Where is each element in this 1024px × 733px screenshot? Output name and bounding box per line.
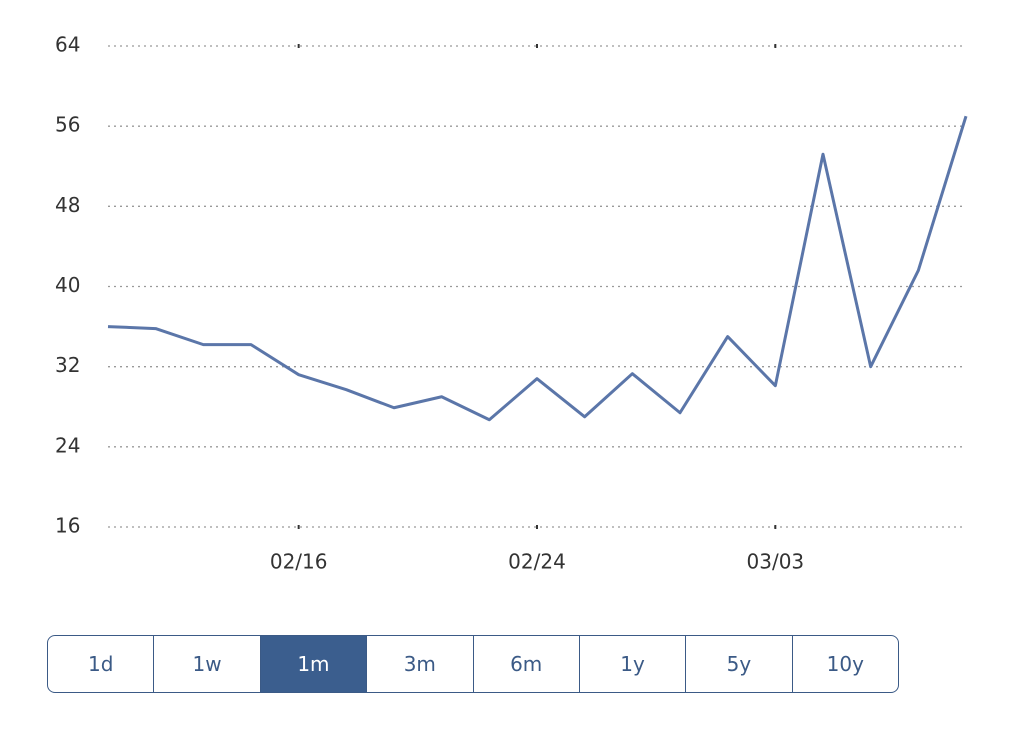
range-button[interactable]: 1m — [259, 636, 367, 692]
y-tick-label: 40 — [55, 273, 80, 297]
x-tick-label: 02/24 — [508, 550, 566, 574]
y-tick-label: 24 — [55, 433, 80, 457]
y-tick-label: 48 — [55, 193, 80, 217]
y-tick-label: 56 — [55, 113, 80, 137]
price-line — [107, 115, 968, 422]
range-button[interactable]: 1d — [87, 652, 114, 676]
range-button[interactable]: 1y — [578, 636, 685, 692]
range-button[interactable]: 10y — [791, 636, 898, 692]
range-selector: 1d 1w 1m 3m 6m 1y 5y 10y — [47, 635, 899, 693]
x-tick-label: 03/03 — [747, 550, 805, 574]
range-button[interactable]: 1w — [153, 636, 259, 692]
y-tick-label: 16 — [55, 514, 80, 538]
x-tick-label: 02/16 — [270, 550, 328, 574]
range-button[interactable]: 5y — [685, 636, 791, 692]
y-tick-label: 32 — [55, 353, 80, 377]
chart: 16 24 32 40 48 56 64 02/16 02/24 03/03 — [55, 33, 968, 574]
y-tick-label: 64 — [55, 33, 80, 57]
range-button[interactable]: 6m — [472, 636, 579, 692]
range-button[interactable]: 3m — [366, 636, 472, 692]
